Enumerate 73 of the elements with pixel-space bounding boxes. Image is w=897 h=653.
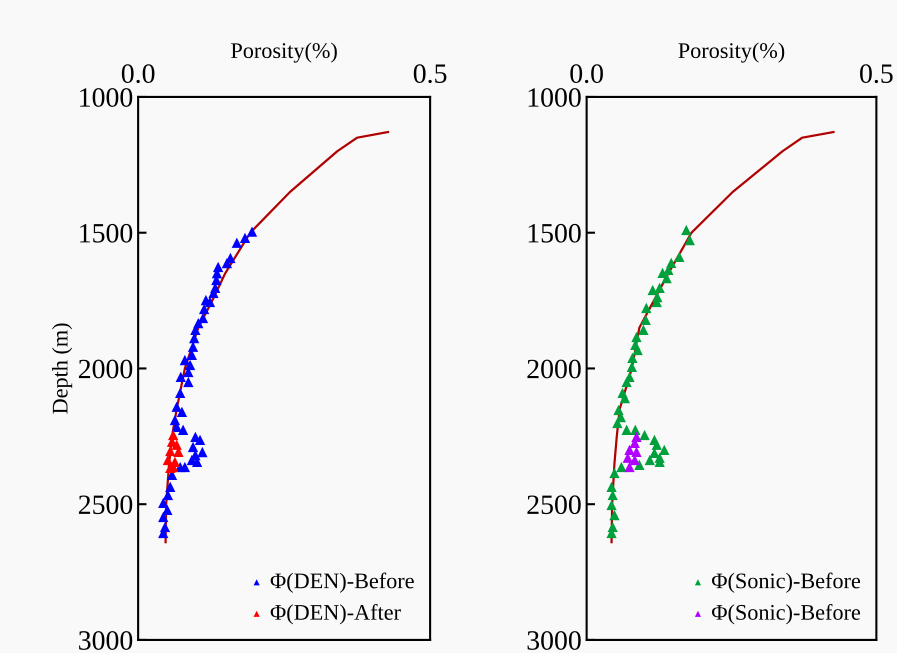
point: [644, 454, 655, 466]
y-tick-label: 1500: [528, 224, 581, 243]
point: [198, 304, 210, 314]
y-tick-label: 3000: [79, 631, 132, 650]
point: [634, 460, 645, 470]
y-axis-title: Depth (m): [52, 323, 72, 414]
y-tick-label: 3000: [528, 631, 581, 650]
point: [194, 434, 206, 446]
y-tick-label: 1000: [80, 88, 132, 107]
legend-label: Φ(DEN)-After: [270, 604, 401, 624]
point: [609, 510, 620, 520]
point: [632, 344, 643, 356]
point: [674, 252, 684, 262]
point: [631, 446, 642, 457]
point: [188, 342, 198, 352]
point: [240, 232, 250, 244]
point: [165, 446, 176, 456]
point: [158, 498, 168, 508]
point: [648, 284, 658, 296]
x-tick-label: 0.0: [122, 64, 154, 84]
x-tick-label: 0.5: [860, 64, 893, 84]
point: [652, 440, 662, 450]
point: [172, 402, 182, 412]
point: [222, 258, 232, 268]
x-axis-title: Porosity(%): [678, 42, 784, 63]
point: [624, 462, 635, 472]
point: [188, 442, 198, 452]
point: [627, 352, 638, 364]
y-tick-label: 2000: [527, 360, 581, 378]
y-tick-label: 2500: [78, 495, 132, 514]
point: [654, 282, 665, 293]
point: [666, 258, 676, 268]
point: [197, 446, 208, 458]
point: [659, 444, 670, 456]
point: [158, 512, 168, 522]
legend-label: Φ(Sonic)-Before: [712, 572, 860, 593]
point: [176, 406, 188, 418]
point: [606, 500, 617, 510]
point: [176, 372, 186, 382]
y-tick-label: 1500: [80, 224, 132, 243]
y-tick-label: 1000: [528, 88, 581, 107]
x-tick-label: 0.5: [414, 64, 446, 84]
x-tick-label: 0.0: [570, 64, 603, 84]
point: [639, 430, 650, 440]
point: [232, 238, 242, 248]
point: [175, 388, 186, 398]
x-axis-title: Porosity(%): [231, 42, 337, 63]
point: [183, 376, 194, 388]
point: [681, 224, 692, 236]
point: [178, 424, 188, 435]
y-tick-label: 2000: [78, 360, 132, 378]
point: [606, 482, 617, 492]
point: [631, 332, 642, 342]
point: [180, 354, 190, 366]
point: [620, 392, 630, 404]
y-tick-label: 2500: [527, 495, 581, 514]
point: [626, 362, 637, 372]
point: [616, 462, 627, 472]
point: [246, 226, 258, 237]
point: [172, 440, 182, 450]
point: [640, 314, 651, 326]
point: [609, 468, 620, 478]
point: [621, 424, 632, 435]
point: [641, 302, 652, 314]
point: [638, 324, 649, 336]
legend-label: Φ(Sonic)-Before: [712, 604, 860, 624]
point: [684, 234, 695, 246]
point: [165, 482, 176, 492]
point: [612, 418, 622, 428]
legend-label: Φ(DEN)-Before: [270, 572, 414, 593]
point: [162, 504, 172, 516]
point: [198, 312, 208, 324]
point: [621, 376, 632, 388]
